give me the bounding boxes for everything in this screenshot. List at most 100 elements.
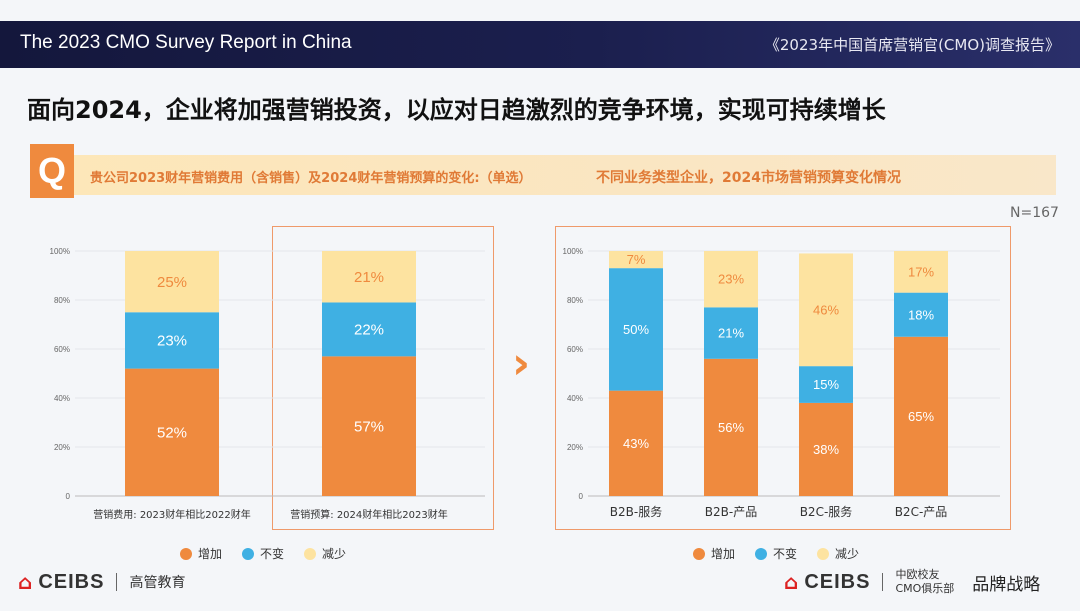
bar-segment (609, 390, 663, 496)
data-label: 38% (813, 442, 839, 457)
bar-segment (125, 251, 219, 313)
x-category-label: 营销预算: 2024财年相比2023财年 (290, 508, 447, 521)
bar-segment (125, 312, 219, 369)
highlight-frame-2024 (272, 226, 494, 530)
data-label: 21% (718, 326, 744, 341)
question-right-text: 不同业务类型企业，2024市场营销预算变化情况 (596, 170, 901, 186)
data-label: 50% (623, 322, 649, 337)
legend-item-same: 不变 (242, 545, 284, 562)
brand-strategy-logo: 品牌战略 (972, 574, 1041, 595)
y-tick-label: 100% (50, 247, 70, 256)
data-label: 18% (908, 307, 934, 322)
data-label: 57% (354, 418, 384, 435)
data-label: 65% (908, 409, 934, 424)
ceibs-mark-icon: ⌂ (784, 570, 799, 594)
legend-dot-same (242, 547, 255, 560)
data-label: 56% (718, 420, 744, 435)
question-badge: Q (30, 144, 74, 198)
data-label: 23% (157, 333, 187, 350)
ceibs-logo-text: CEIBS (804, 570, 871, 593)
legend-dot-decrease (817, 547, 830, 560)
legend-dot-increase (180, 547, 192, 560)
data-label: 21% (354, 269, 384, 286)
right-chart-frame (555, 226, 1011, 530)
legend-item-increase: 增加 (693, 545, 735, 562)
legend-item-same: 不变 (755, 545, 797, 562)
footer-left-logo: ⌂ CEIBS 高管教育 (18, 570, 185, 594)
y-tick-label: 80% (567, 296, 583, 305)
data-label: 7% (627, 252, 646, 267)
data-label: 52% (157, 425, 187, 442)
legend-item-decrease: 减少 (817, 545, 859, 562)
header-title-cn: 《2023年中国首席营销官(CMO)调查报告》 (764, 36, 1060, 54)
question-bar (30, 155, 1056, 195)
bar-segment (894, 336, 948, 496)
sample-size: N=167 (1010, 205, 1059, 221)
bar-segment (322, 356, 416, 496)
data-label: 22% (354, 322, 384, 339)
bar-segment (799, 366, 853, 403)
y-tick-label: 100% (563, 247, 583, 256)
y-tick-label: 40% (54, 394, 70, 403)
bar-segment (894, 251, 948, 293)
exec-ed-label: 高管教育 (129, 575, 186, 591)
y-tick-label: 0 (66, 492, 71, 501)
data-label: 46% (813, 302, 839, 317)
footer-divider (116, 573, 118, 591)
y-tick-label: 20% (54, 443, 70, 452)
question-text: 贵公司2023财年营销费用（含销售）及2024财年营销预算的变化:（单选） (90, 171, 532, 186)
bar-segment (704, 307, 758, 359)
bar-segment (322, 251, 416, 303)
page-title: 面向2024，企业将加强营销投资，以应对日趋激烈的竞争环境，实现可持续增长 (27, 96, 886, 124)
footer-right-logos: ⌂ CEIBS 中欧校友 CMO俱乐部 品牌战略 (784, 568, 1040, 596)
legend-item-decrease: 减少 (304, 545, 346, 562)
y-tick-label: 20% (567, 443, 583, 452)
bar-segment (704, 358, 758, 496)
data-label: 17% (908, 264, 934, 279)
bar-segment (799, 253, 853, 367)
club-line-1: 中欧校友 (895, 568, 940, 581)
y-tick-label: 80% (54, 296, 70, 305)
footer-divider (882, 573, 884, 591)
legend-label: 减少 (322, 547, 347, 561)
x-category-label: B2C-服务 (800, 504, 853, 519)
club-line-2: CMO俱乐部 (895, 582, 955, 595)
bar-segment (609, 251, 663, 269)
data-label: 43% (623, 436, 649, 451)
legend-left: 增加 不变 减少 (180, 545, 346, 562)
legend-label: 增加 (711, 547, 736, 561)
bar-segment (799, 402, 853, 496)
x-category-label: B2B-服务 (610, 504, 662, 519)
y-tick-label: 0 (579, 492, 584, 501)
cmo-club-label: 中欧校友 CMO俱乐部 (895, 568, 954, 596)
bar-segment (609, 268, 663, 391)
y-tick-label: 40% (567, 394, 583, 403)
bar-segment (704, 251, 758, 308)
legend-label: 减少 (835, 547, 860, 561)
legend-dot-decrease (304, 547, 317, 560)
legend-label: 增加 (198, 547, 223, 561)
x-category-label: B2C-产品 (895, 505, 948, 519)
y-tick-label: 60% (54, 345, 70, 354)
legend-dot-same (755, 547, 768, 560)
y-tick-label: 60% (567, 345, 583, 354)
legend-right: 增加 不变 减少 (693, 545, 859, 562)
bar-segment (322, 302, 416, 357)
header-title-en: The 2023 CMO Survey Report in China (20, 32, 352, 53)
bar-segment (125, 368, 219, 496)
header-bar: The 2023 CMO Survey Report in China 《202… (0, 21, 1080, 68)
legend-label: 不变 (773, 547, 798, 561)
legend-item-increase: 增加 (180, 545, 222, 562)
chevron-right-icon: › (512, 338, 531, 389)
legend-label: 不变 (260, 547, 285, 561)
data-label: 15% (813, 377, 839, 392)
x-category-label: B2B-产品 (705, 505, 757, 519)
data-label: 25% (157, 274, 187, 291)
legend-dot-increase (693, 547, 705, 560)
ceibs-mark-icon: ⌂ (18, 570, 33, 594)
bar-segment (894, 292, 948, 337)
ceibs-logo-text: CEIBS (38, 570, 105, 593)
x-category-label: 营销费用: 2023财年相比2022财年 (93, 508, 250, 521)
data-label: 23% (718, 272, 744, 287)
